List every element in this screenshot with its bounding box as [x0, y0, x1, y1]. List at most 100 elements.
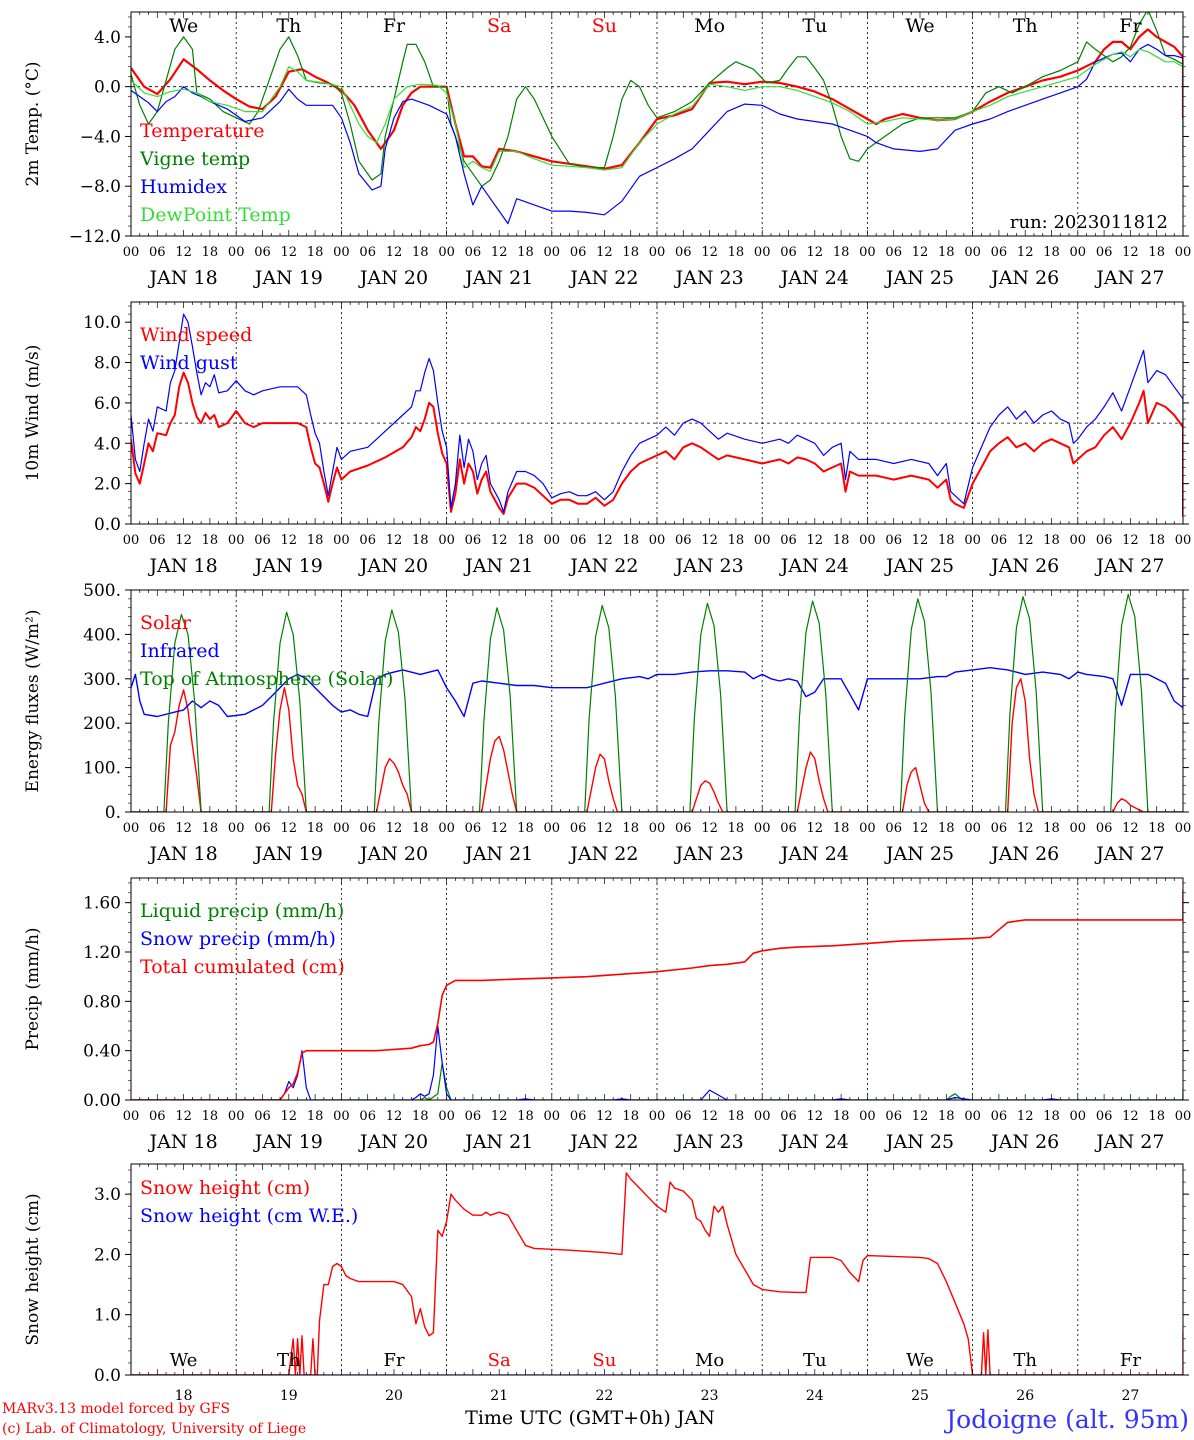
hour-label: 12 — [175, 821, 192, 836]
hour-label: 12 — [701, 533, 718, 548]
weekday-label: We — [905, 15, 934, 37]
date-label: JAN 21 — [463, 843, 533, 865]
hour-label: 12 — [175, 245, 192, 260]
hour-label: 18 — [517, 821, 534, 836]
y-tick-label: 1.0 — [94, 1306, 121, 1326]
legend-entry-4: DewPoint Temp — [140, 204, 291, 226]
hour-label: 06 — [885, 245, 902, 260]
hour-label: 00 — [964, 245, 981, 260]
hour-label: 00 — [1070, 245, 1087, 260]
hour-label: 06 — [465, 245, 482, 260]
hour-label: 18 — [728, 1109, 745, 1124]
y-tick-label: 0.0 — [94, 78, 121, 98]
hour-label: 18 — [622, 821, 639, 836]
y-tick-label: 8.0 — [94, 354, 121, 374]
hour-label: 06 — [149, 821, 166, 836]
date-label: JAN 26 — [989, 267, 1059, 289]
hour-label: 12 — [596, 821, 613, 836]
series-group — [131, 12, 1183, 225]
date-label: JAN 21 — [463, 555, 533, 577]
y-axis-label: Snow height (cm) — [23, 1193, 43, 1345]
hour-label: 12 — [491, 245, 508, 260]
hour-label: 00 — [964, 1109, 981, 1124]
hour-label: 06 — [991, 821, 1008, 836]
hour-label: 00 — [333, 821, 350, 836]
hour-label: 06 — [149, 245, 166, 260]
weekday-label: Th — [1013, 1350, 1037, 1371]
hour-label: 12 — [701, 821, 718, 836]
day-number: 23 — [701, 1388, 719, 1404]
date-label: JAN 25 — [884, 1131, 954, 1153]
hour-label: 06 — [465, 821, 482, 836]
series-line-2 — [131, 1025, 1183, 1100]
hour-label: 00 — [1070, 533, 1087, 548]
hour-label: 06 — [570, 245, 587, 260]
hour-label: 06 — [465, 533, 482, 548]
hour-label: 18 — [833, 245, 850, 260]
date-label: JAN 20 — [358, 267, 428, 289]
hour-label: 18 — [938, 245, 955, 260]
legend-entry-2: Snow precip (mm/h) — [140, 928, 336, 950]
y-tick-label: 500. — [83, 581, 121, 601]
hour-label: 00 — [649, 245, 666, 260]
hour-label: 00 — [333, 1109, 350, 1124]
hour-label: 18 — [1043, 245, 1060, 260]
hour-label: 00 — [123, 245, 140, 260]
hour-label: 12 — [596, 245, 613, 260]
hour-label: 06 — [885, 533, 902, 548]
date-label: JAN 19 — [253, 267, 323, 289]
hour-label: 06 — [149, 1109, 166, 1124]
weekday-label: We — [906, 1350, 934, 1371]
date-label: JAN 18 — [148, 1131, 218, 1153]
legend-entry-2: Infrared — [140, 640, 220, 662]
hour-label: 18 — [622, 533, 639, 548]
hour-label: 06 — [149, 533, 166, 548]
date-label: JAN 27 — [1094, 555, 1164, 577]
hour-label: 00 — [1175, 245, 1192, 260]
date-label: JAN 24 — [779, 555, 849, 577]
hour-label: 12 — [912, 821, 929, 836]
series-line-1 — [131, 1172, 1183, 1375]
day-number: 19 — [280, 1388, 298, 1404]
hour-label: 12 — [912, 533, 929, 548]
hour-label: 06 — [570, 1109, 587, 1124]
hour-label: 12 — [1017, 533, 1034, 548]
hour-label: 06 — [254, 821, 271, 836]
weekday-label: Su — [592, 1350, 616, 1371]
hour-label: 12 — [1017, 1109, 1034, 1124]
day-number: 24 — [806, 1388, 824, 1404]
legend-entry-2: Wind gust — [140, 352, 238, 374]
date-label: JAN 27 — [1094, 1131, 1164, 1153]
hour-label: 00 — [123, 821, 140, 836]
legend-entry-2: Vigne temp — [139, 148, 250, 170]
hour-label: 00 — [544, 1109, 561, 1124]
series-line-1 — [131, 371, 1183, 517]
hour-label: 06 — [254, 1109, 271, 1124]
hour-label: 18 — [202, 821, 219, 836]
series-line-1 — [131, 28, 1183, 170]
hour-label: 00 — [1175, 533, 1192, 548]
weekday-label: Fr — [383, 15, 406, 37]
y-tick-label: 0.80 — [83, 992, 121, 1012]
series-line-3 — [131, 890, 1183, 1100]
hour-label: 00 — [859, 821, 876, 836]
hour-label: 00 — [228, 533, 245, 548]
hour-label: 00 — [333, 245, 350, 260]
y-tick-label: 4.0 — [94, 434, 121, 454]
chart-panels: 4.0 0.0 −4.0 −8.0 −12.0 2m Temp. (°C) Temperat… — [23, 11, 1192, 1404]
y-axis-label: 2m Temp. (°C) — [23, 61, 43, 186]
hour-label: 00 — [859, 245, 876, 260]
weekday-label: Tu — [803, 1350, 827, 1371]
series-line-2 — [131, 313, 1183, 513]
hour-label: 06 — [1096, 821, 1113, 836]
weekday-label: Th — [1013, 15, 1038, 37]
hour-label: 06 — [1096, 533, 1113, 548]
hour-label: 12 — [912, 245, 929, 260]
hour-label: 00 — [649, 1109, 666, 1124]
series-group — [131, 313, 1183, 517]
hour-label: 18 — [307, 1109, 324, 1124]
y-axis-label: 10m Wind (m/s) — [23, 345, 43, 482]
hour-label: 00 — [123, 1109, 140, 1124]
y-axis-label: Energy fluxes (W/m²) — [23, 610, 43, 793]
